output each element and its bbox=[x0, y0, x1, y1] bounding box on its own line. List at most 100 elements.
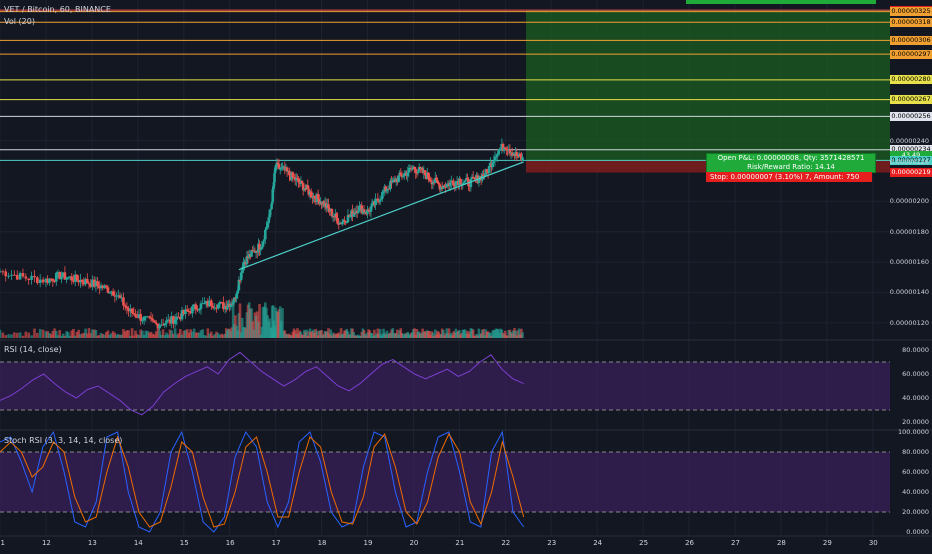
trend-line bbox=[238, 161, 524, 271]
candle-body bbox=[189, 311, 192, 314]
volume-bar bbox=[27, 332, 31, 338]
candle-body bbox=[73, 274, 77, 282]
volume-bar bbox=[370, 333, 374, 338]
volume-bar bbox=[151, 333, 155, 338]
volume-bar bbox=[48, 332, 51, 338]
candle-body bbox=[427, 172, 430, 179]
candle-body bbox=[306, 185, 310, 190]
volume-bar bbox=[116, 334, 120, 338]
candle-body bbox=[141, 320, 144, 322]
volume-bar bbox=[218, 334, 222, 338]
candle-body bbox=[357, 210, 360, 213]
candle-body bbox=[18, 273, 22, 280]
candle-body bbox=[379, 198, 383, 200]
volume-bar bbox=[161, 329, 165, 338]
volume-bar bbox=[101, 333, 105, 338]
volume-bar bbox=[146, 331, 149, 338]
candle-body bbox=[469, 178, 473, 188]
volume-bar bbox=[94, 330, 98, 338]
candle-body bbox=[21, 273, 25, 277]
candle-body bbox=[220, 301, 223, 303]
candle-body bbox=[330, 208, 334, 217]
candle-body bbox=[267, 217, 271, 224]
candle-body bbox=[160, 324, 163, 326]
candle-body bbox=[175, 316, 179, 320]
volume-bar bbox=[13, 332, 16, 338]
stop-label[interactable]: Stop: 0.00000007 (3.10%) 7, Amount: 750 bbox=[706, 172, 872, 182]
volume-bar bbox=[177, 333, 180, 338]
candle-body bbox=[521, 157, 524, 161]
candle-body bbox=[370, 203, 374, 207]
candle-body bbox=[54, 272, 58, 282]
rsi-legend: RSI (14, close) bbox=[4, 345, 62, 354]
stoch-axis-tick: 100.0000 bbox=[897, 428, 929, 436]
volume-bar bbox=[75, 331, 79, 338]
candle-body bbox=[443, 185, 446, 187]
volume-bar bbox=[187, 332, 191, 338]
candle-body bbox=[494, 156, 498, 158]
volume-bar bbox=[373, 329, 376, 338]
candle-body bbox=[137, 314, 141, 318]
volume-bar bbox=[352, 332, 356, 338]
open-pnl-text: Open P&L: 0.00000008, Qty: 3571428571 bbox=[717, 154, 865, 162]
candle-body bbox=[270, 204, 273, 209]
candle-body bbox=[415, 172, 419, 174]
volume-bar bbox=[203, 335, 206, 338]
time-axis-tick: 16 bbox=[225, 539, 235, 547]
candle-body bbox=[91, 279, 94, 287]
open-pnl-label[interactable]: Open P&L: 0.00000008, Qty: 3571428571 Ri… bbox=[706, 153, 876, 173]
volume-bar bbox=[197, 332, 201, 338]
candle-body bbox=[63, 272, 67, 280]
volume-bar bbox=[44, 331, 48, 338]
volume-bar bbox=[111, 331, 115, 338]
candle-body bbox=[366, 209, 369, 214]
time-axis-tick: 11 bbox=[0, 539, 5, 547]
volume-bar bbox=[58, 330, 62, 338]
target-label[interactable] bbox=[686, 0, 876, 4]
volume-bar bbox=[123, 331, 127, 338]
stoch-axis-tick: 60.0000 bbox=[902, 468, 929, 476]
candle-body bbox=[77, 280, 80, 283]
candle-body bbox=[116, 295, 120, 297]
candle-body bbox=[388, 188, 391, 190]
candle-body bbox=[106, 287, 110, 293]
candle-body bbox=[58, 272, 62, 280]
candle-body bbox=[263, 229, 267, 240]
candle-body bbox=[376, 198, 380, 201]
volume-bar bbox=[135, 334, 139, 338]
volume-bar bbox=[216, 333, 220, 338]
time-axis-tick: 28 bbox=[776, 539, 786, 547]
candle-body bbox=[134, 314, 137, 317]
volume-bar bbox=[196, 332, 199, 338]
candle-body bbox=[518, 153, 522, 157]
volume-bar bbox=[154, 331, 158, 338]
candle-body bbox=[265, 226, 268, 230]
candle-body bbox=[142, 316, 146, 321]
candle-body bbox=[161, 324, 165, 326]
candle-body bbox=[417, 166, 421, 172]
candle-body bbox=[41, 279, 45, 283]
candle-body bbox=[239, 272, 243, 281]
candle-body bbox=[211, 306, 215, 308]
volume-bar bbox=[447, 328, 451, 338]
volume-bar bbox=[208, 333, 211, 338]
volume-bar bbox=[108, 334, 111, 338]
candle-body bbox=[297, 178, 300, 183]
candle-body bbox=[229, 303, 233, 308]
candle-body bbox=[258, 243, 261, 250]
volume-bar bbox=[433, 329, 437, 338]
symbol-title: VET / Bitcoin, 60, BINANCE bbox=[4, 5, 111, 14]
candle-body bbox=[242, 262, 245, 271]
price-axis-tick: 0.00000200 bbox=[889, 197, 929, 206]
candle-body bbox=[270, 201, 274, 205]
candle-body bbox=[271, 189, 275, 202]
candle-body bbox=[296, 178, 299, 180]
volume-bar bbox=[391, 328, 395, 338]
candle-body bbox=[122, 297, 125, 306]
candle-body bbox=[259, 248, 262, 250]
volume-bar bbox=[175, 334, 179, 338]
candle-body bbox=[103, 285, 106, 289]
candle-body bbox=[460, 184, 463, 186]
